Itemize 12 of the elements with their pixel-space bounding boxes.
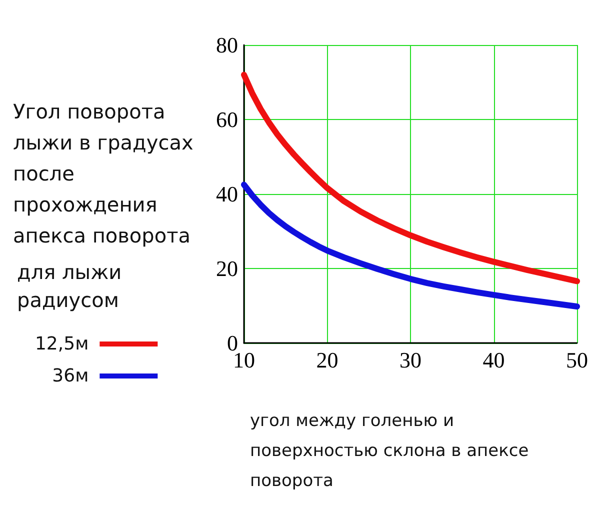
x-axis-title: угол между голенью и поверхностью склона в апексе поворота (250, 411, 529, 491)
legend-title: для лыжи радиусом (17, 260, 122, 312)
x-tick-label: 50 (566, 348, 588, 372)
x-tick-label: 40 (482, 348, 505, 372)
y-tick-label: 80 (216, 32, 238, 58)
legend-label: 12,5м (34, 334, 89, 354)
legend-label: 36м (52, 366, 89, 386)
x-tick-label: 20 (316, 348, 338, 372)
y-tick-label: 60 (216, 107, 238, 132)
x-tick-label: 30 (400, 348, 422, 372)
y-tick-label: 40 (216, 182, 238, 206)
y-tick-label: 20 (216, 256, 238, 281)
